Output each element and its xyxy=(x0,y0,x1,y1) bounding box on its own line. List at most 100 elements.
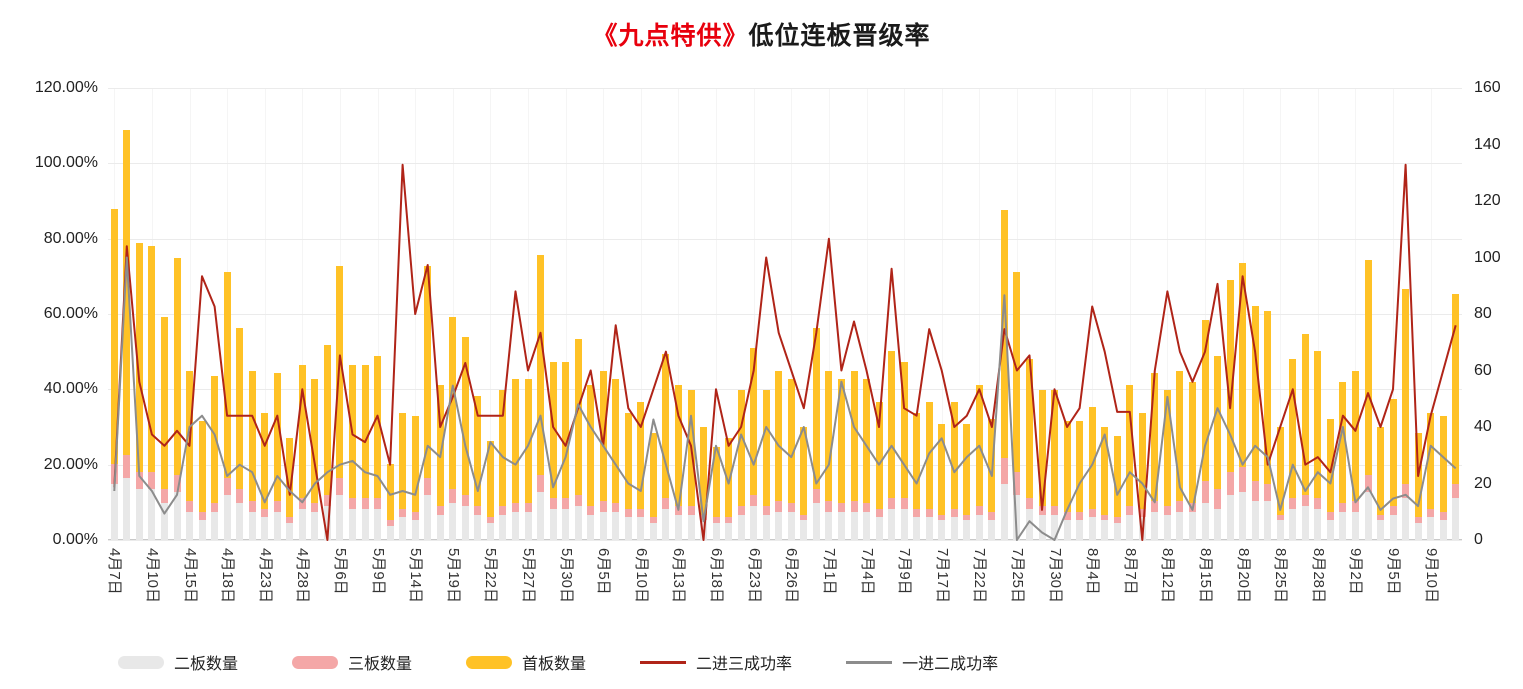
bar-segment-三板数量 xyxy=(411,511,419,521)
legend-label: 首板数量 xyxy=(522,656,587,673)
bar-segment-首板数量 xyxy=(160,316,168,490)
bar-segment-三板数量 xyxy=(875,508,883,518)
bar-segment-二板数量 xyxy=(211,511,219,540)
bar-segment-二板数量 xyxy=(486,523,494,540)
bar-segment-首板数量 xyxy=(236,328,244,490)
bar-segment-二板数量 xyxy=(1051,514,1058,540)
bar-segment-首板数量 xyxy=(1076,421,1084,512)
bar-segment-二板数量 xyxy=(825,511,833,540)
bar-segment-二板数量 xyxy=(311,511,319,540)
bar-segment-二板数量 xyxy=(687,514,695,540)
bar-segment-三板数量 xyxy=(286,517,294,524)
bar-segment-二板数量 xyxy=(474,514,482,540)
bar-segment-三板数量 xyxy=(988,511,996,521)
bar-segment-首板数量 xyxy=(311,379,319,504)
bar-segment-首板数量 xyxy=(913,412,921,509)
bar-segment-二板数量 xyxy=(975,514,983,540)
bar-segment-三板数量 xyxy=(261,508,269,518)
x-axis-label: 5月27日 xyxy=(520,548,537,604)
legend-item-首板数量[interactable]: 首板数量 xyxy=(466,650,586,674)
bar-segment-二板数量 xyxy=(750,506,758,540)
bar-segment-首板数量 xyxy=(963,424,971,515)
bar-segment-三板数量 xyxy=(549,497,557,509)
bar-segment-首板数量 xyxy=(863,379,870,504)
bar-segment-三板数量 xyxy=(461,494,469,507)
y-axis-right-label: 60 xyxy=(1474,361,1492,379)
x-axis-label: 8月20日 xyxy=(1234,548,1252,604)
bar-segment-二板数量 xyxy=(1339,511,1347,540)
bar-segment-首板数量 xyxy=(612,379,620,504)
bar-segment-首板数量 xyxy=(562,362,570,498)
bar-segment-二板数量 xyxy=(662,508,670,540)
bar-segment-三板数量 xyxy=(624,508,632,518)
bar-segment-首板数量 xyxy=(750,347,758,495)
legend-item-三板数量[interactable]: 三板数量 xyxy=(292,650,412,674)
bar-segment-二板数量 xyxy=(674,514,682,540)
bar-segment-二板数量 xyxy=(1126,514,1134,540)
bar-segment-首板数量 xyxy=(524,379,532,504)
bar-segment-二板数量 xyxy=(800,520,808,540)
bar-segment-二板数量 xyxy=(549,508,557,540)
bar-segment-二板数量 xyxy=(1113,523,1121,540)
bar-segment-三板数量 xyxy=(135,472,143,490)
bar-segment-三板数量 xyxy=(925,508,933,518)
bar-segment-三板数量 xyxy=(499,506,507,515)
bar-segment-三板数量 xyxy=(574,494,582,507)
bar-segment-三板数量 xyxy=(812,489,820,504)
bar-segment-二板数量 xyxy=(135,489,143,540)
bar-segment-二板数量 xyxy=(1439,520,1447,540)
bar-segment-二板数量 xyxy=(386,525,394,540)
bar-segment-首板数量 xyxy=(248,370,256,501)
bar-segment-三板数量 xyxy=(1076,511,1084,521)
bar-segment-首板数量 xyxy=(812,328,820,490)
bar-segment-二板数量 xyxy=(349,508,356,540)
bar-segment-三板数量 xyxy=(186,500,193,512)
bar-segment-二板数量 xyxy=(1314,508,1322,540)
x-axis-label: 9月5日 xyxy=(1385,548,1402,595)
bar-segment-首板数量 xyxy=(1314,350,1322,498)
bar-segment-三板数量 xyxy=(863,503,870,512)
bar-segment-首板数量 xyxy=(1427,412,1435,509)
legend-item-二进三成功率[interactable]: 二进三成功率 xyxy=(640,650,792,674)
bar-segment-二板数量 xyxy=(449,503,457,540)
bar-segment-首板数量 xyxy=(1113,435,1121,518)
x-axis-label: 5月30日 xyxy=(557,548,575,604)
bar-segment-三板数量 xyxy=(449,489,457,504)
chart-title: 《九点特供》低位连板晋级率 xyxy=(0,16,1523,52)
legend-item-二板数量[interactable]: 二板数量 xyxy=(118,650,238,674)
bar-segment-三板数量 xyxy=(248,500,256,512)
x-axis-label: 6月10日 xyxy=(632,548,650,604)
bar-segment-首板数量 xyxy=(975,384,983,507)
bar-segment-三板数量 xyxy=(323,494,331,507)
bar-segment-三板数量 xyxy=(537,475,544,492)
bar-segment-二板数量 xyxy=(286,523,294,540)
bar-segment-首板数量 xyxy=(1063,421,1071,512)
bar-segment-三板数量 xyxy=(1414,517,1422,524)
bar-segment-首板数量 xyxy=(637,401,645,509)
bar-segment-二板数量 xyxy=(637,517,645,540)
bar-segment-三板数量 xyxy=(687,506,695,515)
bar-segment-首板数量 xyxy=(298,364,306,498)
bar-segment-首板数量 xyxy=(537,254,544,475)
bar-segment-二板数量 xyxy=(913,517,921,540)
legend-item-一进二成功率[interactable]: 一进二成功率 xyxy=(846,650,998,674)
bar-segment-首板数量 xyxy=(1326,418,1334,512)
bar-segment-三板数量 xyxy=(800,514,808,521)
x-axis-label: 8月28日 xyxy=(1309,548,1327,604)
bar-segment-二板数量 xyxy=(1414,523,1422,540)
bar-segment-二板数量 xyxy=(900,508,908,540)
bar-segment-二板数量 xyxy=(1364,492,1372,540)
bar-segment-二板数量 xyxy=(1389,514,1397,540)
bar-segment-首板数量 xyxy=(725,438,733,518)
bar-segment-三板数量 xyxy=(1113,517,1121,524)
x-axis-label: 5月6日 xyxy=(331,548,349,595)
x-axis-label: 5月22日 xyxy=(482,548,500,604)
bar-segment-首板数量 xyxy=(211,376,219,504)
bar-segment-三板数量 xyxy=(399,508,407,518)
bar-segment-首板数量 xyxy=(173,257,181,475)
gridline-horizontal xyxy=(108,540,1462,541)
bar-segment-三板数量 xyxy=(700,514,707,521)
bar-segment-三板数量 xyxy=(938,514,946,521)
bar-segment-三板数量 xyxy=(649,517,657,524)
bar-segment-三板数量 xyxy=(1201,480,1209,504)
